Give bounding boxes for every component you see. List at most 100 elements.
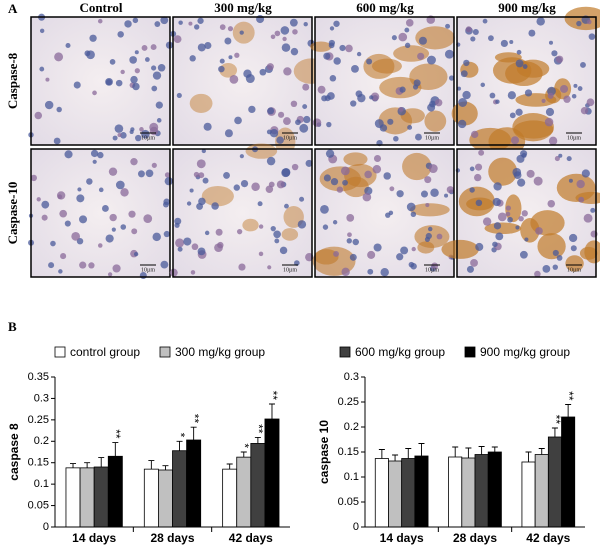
nucleus (290, 47, 299, 56)
nucleus (266, 63, 274, 71)
nucleus (588, 33, 596, 40)
nucleus (132, 17, 139, 24)
nucleus (510, 136, 520, 145)
nucleus (492, 241, 498, 248)
stain (424, 110, 447, 132)
panel-label: A (8, 1, 18, 16)
nucleus (48, 262, 55, 269)
bar (521, 461, 536, 528)
nucleus (112, 264, 121, 273)
stain (537, 233, 566, 260)
nucleus (399, 86, 406, 93)
nucleus (155, 101, 163, 109)
micrograph: 10µm (451, 6, 600, 156)
nucleus (236, 228, 243, 235)
nucleus (211, 202, 219, 210)
nucleus (367, 268, 374, 275)
nucleus (560, 84, 569, 93)
nucleus (542, 264, 551, 273)
nucleus (98, 187, 104, 193)
nucleus (259, 68, 267, 76)
row-label: Caspase-10 (5, 182, 20, 245)
nucleus (175, 238, 185, 248)
significance-mark: * (238, 443, 252, 448)
nucleus (583, 213, 593, 223)
nucleus (105, 77, 113, 86)
x-tick-label: 14 days (380, 531, 424, 545)
bar (374, 458, 389, 528)
nucleus (291, 163, 299, 171)
nucleus (526, 169, 535, 178)
nucleus (393, 135, 399, 142)
nucleus (117, 132, 122, 138)
nucleus (277, 111, 285, 118)
y-tick-label: 0.1 (34, 478, 49, 490)
nucleus (251, 182, 260, 191)
error-bar (226, 463, 233, 470)
nucleus (56, 106, 62, 113)
nucleus (151, 65, 157, 71)
stain (484, 222, 522, 235)
error-bar (565, 404, 572, 417)
nucleus (466, 265, 474, 273)
nucleus (346, 238, 352, 244)
nucleus (415, 133, 422, 141)
column-header: 900 mg/kg (498, 0, 556, 15)
nucleus (383, 172, 391, 180)
bar (561, 416, 576, 528)
nucleus (144, 57, 150, 62)
nucleus (92, 90, 97, 96)
nucleus (372, 164, 382, 174)
nucleus (292, 29, 298, 35)
nucleus (554, 156, 560, 162)
nucleus (198, 172, 205, 179)
nucleus (568, 178, 573, 183)
nucleus (143, 214, 153, 223)
nucleus (108, 167, 118, 176)
nucleus (462, 90, 471, 100)
nucleus (446, 186, 454, 194)
scale-label: 10µm (425, 267, 439, 273)
bar (264, 418, 280, 528)
nucleus (405, 19, 414, 27)
nucleus (56, 191, 66, 200)
error-bar (70, 463, 77, 468)
nucleus (590, 207, 596, 213)
nucleus (302, 104, 308, 110)
nucleus (566, 156, 572, 162)
nucleus (404, 42, 411, 49)
bar (547, 436, 562, 528)
y-tick-label: 0.25 (338, 396, 359, 408)
nucleus (327, 92, 335, 100)
stain (201, 186, 234, 207)
nucleus (329, 26, 335, 31)
nucleus (193, 171, 200, 178)
error-bar (538, 448, 545, 455)
nucleus (580, 107, 589, 115)
stain (579, 246, 598, 260)
nucleus (369, 95, 374, 100)
nucleus (458, 98, 468, 107)
nucleus (92, 159, 97, 164)
panel-label: B (8, 319, 17, 334)
nucleus (115, 180, 125, 190)
nucleus (586, 19, 592, 25)
nucleus (281, 168, 291, 178)
scale-label: 10µm (283, 267, 297, 273)
x-tick-label: 42 days (526, 531, 570, 545)
stain (371, 58, 402, 74)
nucleus (134, 50, 139, 55)
error-bar (452, 446, 459, 457)
micrograph: 10µm (170, 15, 329, 156)
nucleus (356, 51, 362, 57)
legend-swatch (339, 346, 351, 358)
nucleus (332, 220, 338, 225)
nucleus (34, 111, 43, 120)
nucleus (493, 182, 502, 191)
nucleus (39, 28, 45, 34)
nucleus (475, 199, 483, 207)
nucleus (45, 77, 50, 82)
nucleus (188, 21, 193, 26)
column-header: Control (79, 0, 122, 15)
micrograph-frame (456, 16, 597, 146)
